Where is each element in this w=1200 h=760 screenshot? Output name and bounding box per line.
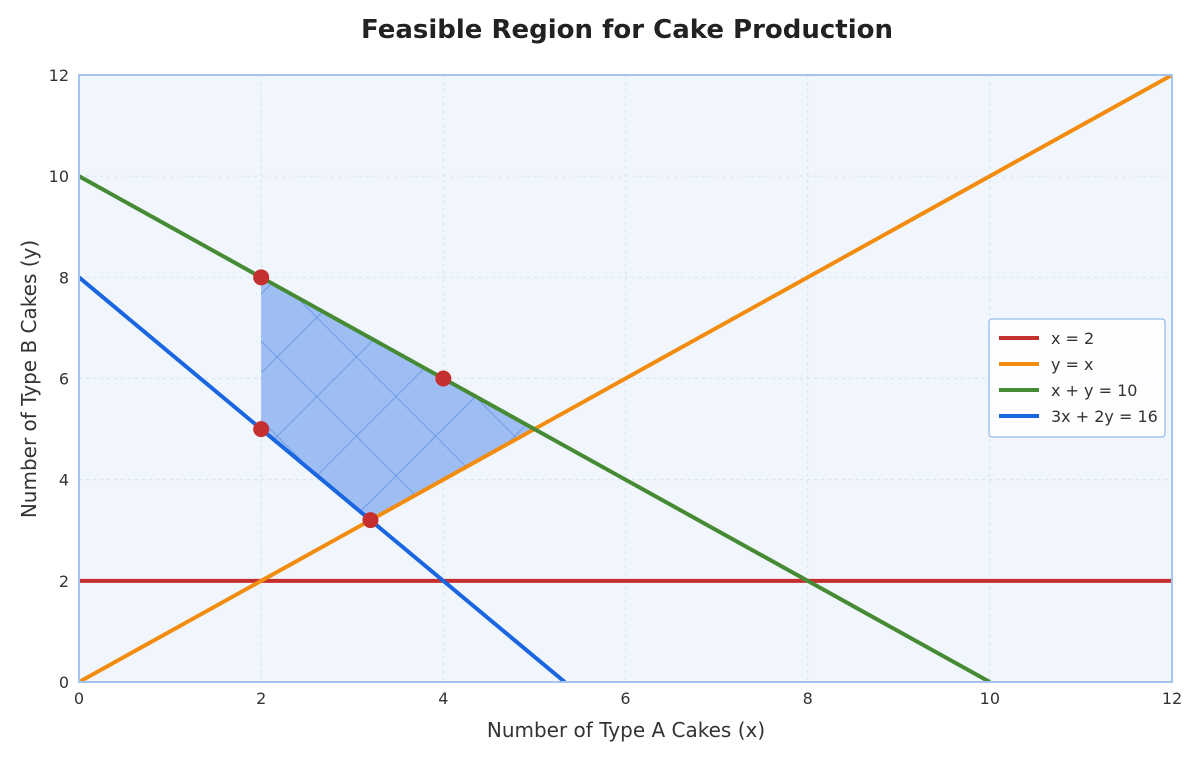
x-axis-ticks: 0 2 4 6 8 10 12 xyxy=(74,689,1182,708)
constraint-line-4 xyxy=(79,275,567,682)
x-tick-label: 10 xyxy=(980,689,1000,708)
feasible-region-hatch xyxy=(261,277,535,521)
vertex-point-2 xyxy=(253,421,270,438)
x-tick-label: 6 xyxy=(620,689,630,708)
legend-label: x + y = 10 xyxy=(1051,381,1137,400)
legend-label: x = 2 xyxy=(1051,329,1094,348)
chart-title: Feasible Region for Cake Production xyxy=(361,15,893,45)
constraint-line-3 xyxy=(79,174,991,682)
legend-label: y = x xyxy=(1051,355,1094,374)
y-axis-ticks: 0 2 4 6 8 10 12 xyxy=(49,66,69,692)
legend-label: 3x + 2y = 16 xyxy=(1051,407,1158,426)
legend-box xyxy=(988,318,1166,438)
y-axis-label: Number of Type B Cakes (y) xyxy=(17,240,41,518)
constraint-lines xyxy=(79,75,1172,682)
x-axis-label: Number of Type A Cakes (x) xyxy=(487,718,765,742)
y-tick-label: 10 xyxy=(49,167,69,186)
x-tick-label: 2 xyxy=(256,689,266,708)
x-tick-label: 8 xyxy=(803,689,813,708)
y-tick-label: 12 xyxy=(49,66,69,85)
plot-border xyxy=(78,74,1173,683)
x-tick-label: 0 xyxy=(74,689,84,708)
y-tick-label: 8 xyxy=(59,268,69,287)
y-tick-label: 0 xyxy=(59,673,69,692)
legend: x = 2 y = x x + y = 10 3x + 2y = 16 xyxy=(988,318,1166,438)
x-tick-label: 4 xyxy=(438,689,448,708)
constraint-line-2 xyxy=(79,75,1172,682)
vertex-point-3 xyxy=(362,512,379,529)
y-tick-label: 6 xyxy=(59,370,69,389)
y-tick-label: 4 xyxy=(59,471,69,490)
x-tick-label: 12 xyxy=(1162,689,1182,708)
feasible-region-group xyxy=(261,277,535,521)
y-tick-label: 2 xyxy=(59,572,69,591)
vertex-point-1 xyxy=(253,269,270,286)
vertex-points xyxy=(253,269,452,529)
vertex-point-4 xyxy=(435,370,452,387)
